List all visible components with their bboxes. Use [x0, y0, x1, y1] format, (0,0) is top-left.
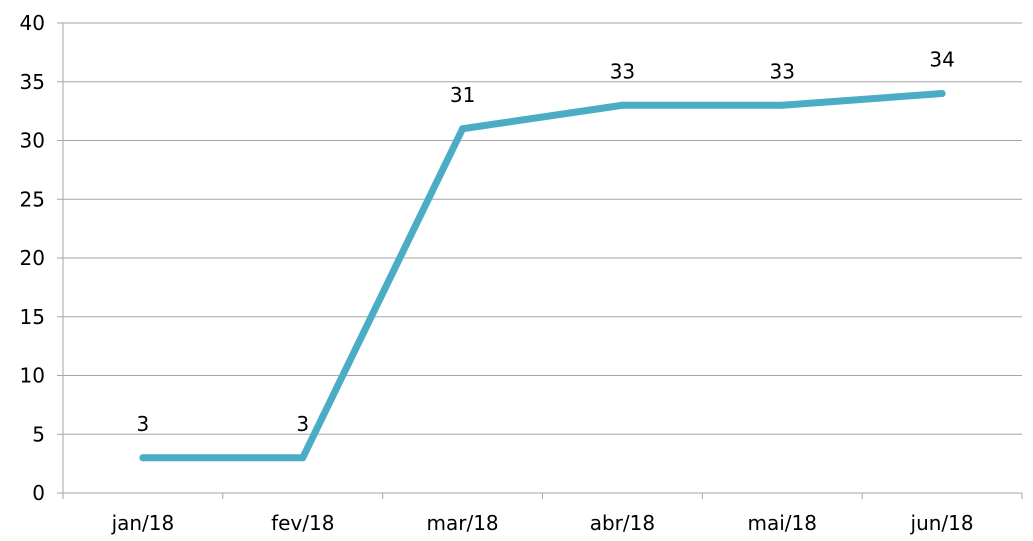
x-tick-label: jan/18 [111, 511, 175, 535]
data-point [938, 90, 946, 97]
series-layer [139, 90, 946, 462]
data-label: 33 [610, 59, 635, 83]
x-tick-label: jun/18 [910, 511, 974, 535]
gridlines [63, 22, 1022, 435]
x-tick-label: mai/18 [748, 511, 817, 535]
y-tick-label: 10 [20, 364, 45, 388]
axes: 0 5 10 15 20 25 30 35 40 jan/18 fev/18 mar/18 abr/18… [20, 11, 1023, 535]
y-tick-label: 15 [20, 305, 45, 329]
x-tick-label: mar/18 [427, 511, 499, 535]
y-tick-label: 20 [20, 246, 45, 270]
data-label: 33 [770, 59, 795, 83]
x-tick-label: fev/18 [271, 511, 334, 535]
y-tick-label: 40 [20, 11, 45, 35]
data-label: 31 [450, 83, 475, 107]
y-tick-label: 35 [20, 70, 45, 94]
data-point [459, 125, 467, 133]
data-point [299, 454, 307, 462]
data-point [778, 101, 786, 109]
y-tick-label: 5 [32, 422, 45, 446]
y-tick-label: 30 [20, 129, 45, 153]
data-point [139, 454, 147, 462]
series-line [139, 90, 946, 462]
y-tick-label: 0 [32, 481, 45, 505]
data-label: 34 [929, 48, 954, 72]
x-tick-label: abr/18 [590, 511, 655, 535]
data-label: 3 [137, 412, 150, 436]
y-tick-label: 25 [20, 187, 45, 211]
data-label: 3 [296, 412, 309, 436]
data-point [618, 101, 626, 109]
